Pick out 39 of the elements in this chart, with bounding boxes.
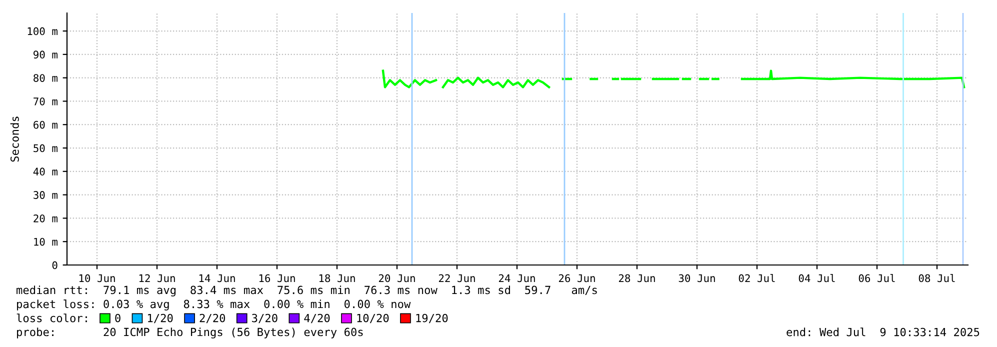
x-tick-label: 28 Jun [618, 274, 655, 282]
legend-label: 2/20 [200, 314, 226, 324]
y-tick-label: 0 [52, 261, 58, 270]
x-tick-label: 08 Jul [918, 274, 955, 282]
y-tick-label: 20 m [34, 214, 58, 222]
x-tick-label: 22 Jun [438, 274, 475, 282]
x-tick-label: 04 Jul [798, 274, 835, 282]
y-axis-title: Seconds [10, 116, 19, 162]
y-tick-label: 70 m [34, 97, 58, 106]
x-tick-label: 16 Jun [259, 274, 295, 282]
x-tick-label: 24 Jun [498, 274, 535, 282]
text: end: Wed Jul 9 10:33:14 2025 [786, 328, 980, 336]
legend-label: 3/20 [252, 314, 278, 324]
y-tick-label: 10 m [34, 238, 58, 246]
legend-label: 4/20 [304, 314, 330, 324]
y-tick-label: 100 m [28, 27, 58, 36]
x-tick-label: 30 Jun [678, 274, 715, 282]
x-tick-label: 20 Jun [378, 274, 415, 282]
legend-label: 0 [115, 314, 120, 322]
text: probe: 20 ICMP Echo Pings (56 Bytes) every 60s [17, 328, 363, 338]
x-tick-label: 18 Jun [319, 274, 355, 282]
y-tick-label: 50 m [34, 144, 58, 152]
legend-label: 19/20 [416, 314, 448, 324]
x-tick-label: 12 Jun [139, 274, 175, 282]
legend-title: loss color: [16, 314, 87, 322]
x-tick-label: 14 Jun [199, 274, 235, 282]
x-tick-label: 02 Jul [738, 274, 775, 282]
y-tick-label: 40 m [33, 168, 58, 176]
x-tick-label: 06 Jul [858, 274, 895, 282]
y-tick-label: 80 m [34, 74, 58, 82]
y-tick-label: 30 m [34, 191, 58, 199]
legend-label: 1/20 [148, 314, 173, 324]
x-tick-label: 26 Jun [558, 274, 595, 282]
y-tick-label: 90 m [34, 50, 58, 59]
y-tick-label: 60 m [34, 120, 58, 129]
text: packet loss: 0.03 % avg 8.33 % max 0.00 % min 0.00 % now [17, 300, 411, 310]
text: median rtt: 79.1 ms avg 83.4 ms max 75.6 ms min 76.3 ms now 1.3 ms sd 59.7 am/s [16, 286, 597, 296]
x-tick-label: 10 Jun [79, 274, 115, 282]
legend-label: 10/20 [357, 314, 389, 324]
